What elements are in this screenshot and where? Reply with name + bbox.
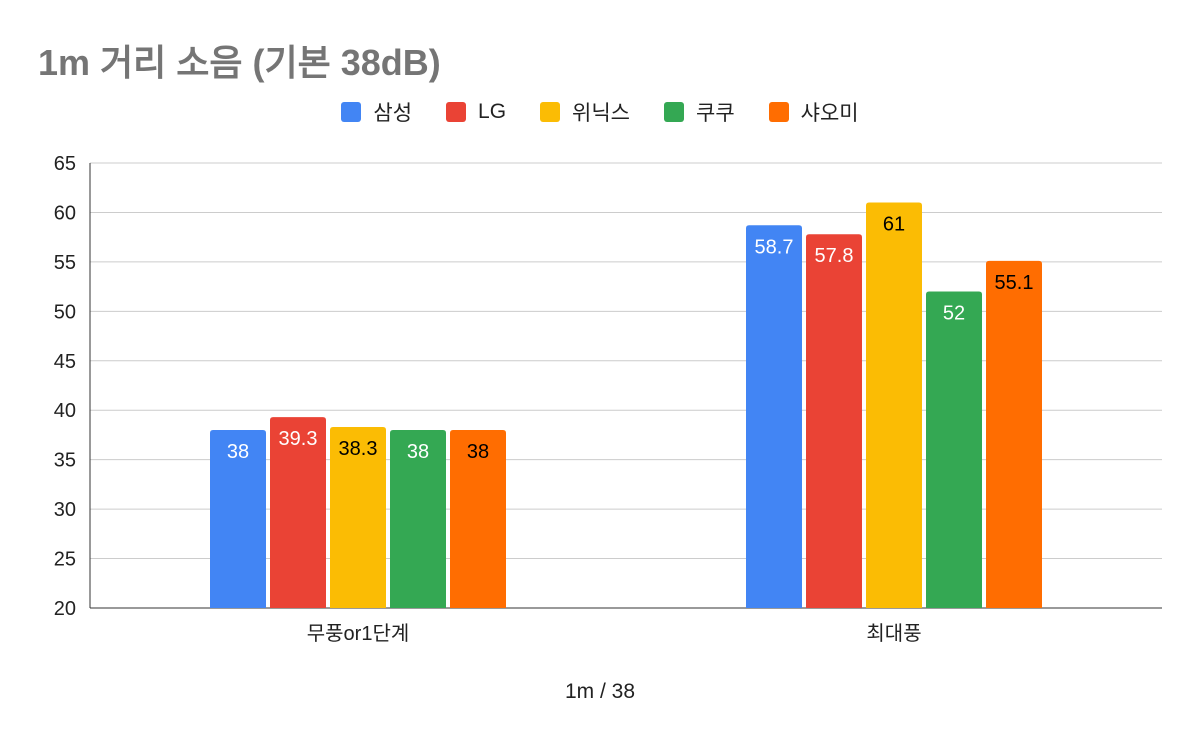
- legend-label: 삼성: [373, 102, 413, 125]
- y-tick-label: 65: [54, 153, 76, 175]
- x-tick-label: 최대풍: [866, 622, 921, 645]
- data-label: 38: [227, 441, 249, 463]
- data-label: 39.3: [279, 428, 318, 450]
- bar: [986, 260, 1042, 608]
- data-label: 38: [407, 441, 429, 463]
- legend-swatch: [664, 102, 684, 122]
- y-tick-label: 40: [54, 400, 76, 422]
- bar: [330, 427, 386, 608]
- legend-swatch: [540, 102, 561, 122]
- bar: [270, 417, 326, 608]
- y-tick-label: 20: [54, 598, 76, 620]
- bar: [806, 234, 862, 608]
- legend-item: 샤오미: [768, 97, 859, 127]
- bar: [210, 430, 266, 608]
- data-label: 57.8: [815, 245, 854, 267]
- data-label: 61: [883, 214, 905, 236]
- bar: [866, 202, 922, 609]
- bar: [926, 291, 982, 608]
- legend-item: 삼성: [341, 97, 412, 127]
- data-label: 38: [467, 441, 489, 463]
- legend-label: 위닉스: [572, 102, 630, 125]
- legend-label: LG: [478, 100, 507, 123]
- y-tick-label: 25: [54, 549, 76, 571]
- x-axis-title: 1m / 38: [564, 680, 636, 703]
- data-label: 55.1: [995, 272, 1034, 294]
- y-tick-label: 55: [54, 252, 76, 274]
- x-tick-label: 무풍or1단계: [307, 622, 410, 645]
- y-tick-label: 30: [54, 499, 76, 521]
- legend-swatch: [341, 102, 362, 122]
- y-tick-label: 60: [54, 202, 76, 224]
- legend-label: 샤오미: [800, 102, 859, 125]
- bar: [390, 430, 446, 608]
- data-label: 52: [943, 303, 965, 325]
- legend-label: 쿠쿠: [696, 102, 735, 125]
- y-tick-label: 50: [54, 301, 76, 323]
- legend: 삼성 LG 위닉스 쿠쿠 샤오미: [0, 98, 1200, 126]
- y-tick-label: 35: [54, 450, 76, 472]
- legend-item: 위닉스: [540, 97, 630, 127]
- chart-title: 1m 거리 소음 (기본 38dB): [38, 42, 441, 83]
- legend-swatch: [446, 102, 467, 122]
- bar: [450, 430, 506, 608]
- bar: [746, 225, 802, 609]
- y-tick-label: 45: [54, 351, 76, 373]
- legend-item: LG: [446, 100, 506, 124]
- legend-item: 쿠쿠: [664, 97, 735, 127]
- legend-swatch: [768, 102, 789, 122]
- data-label: 38.3: [339, 438, 378, 460]
- data-label: 58.7: [755, 236, 794, 258]
